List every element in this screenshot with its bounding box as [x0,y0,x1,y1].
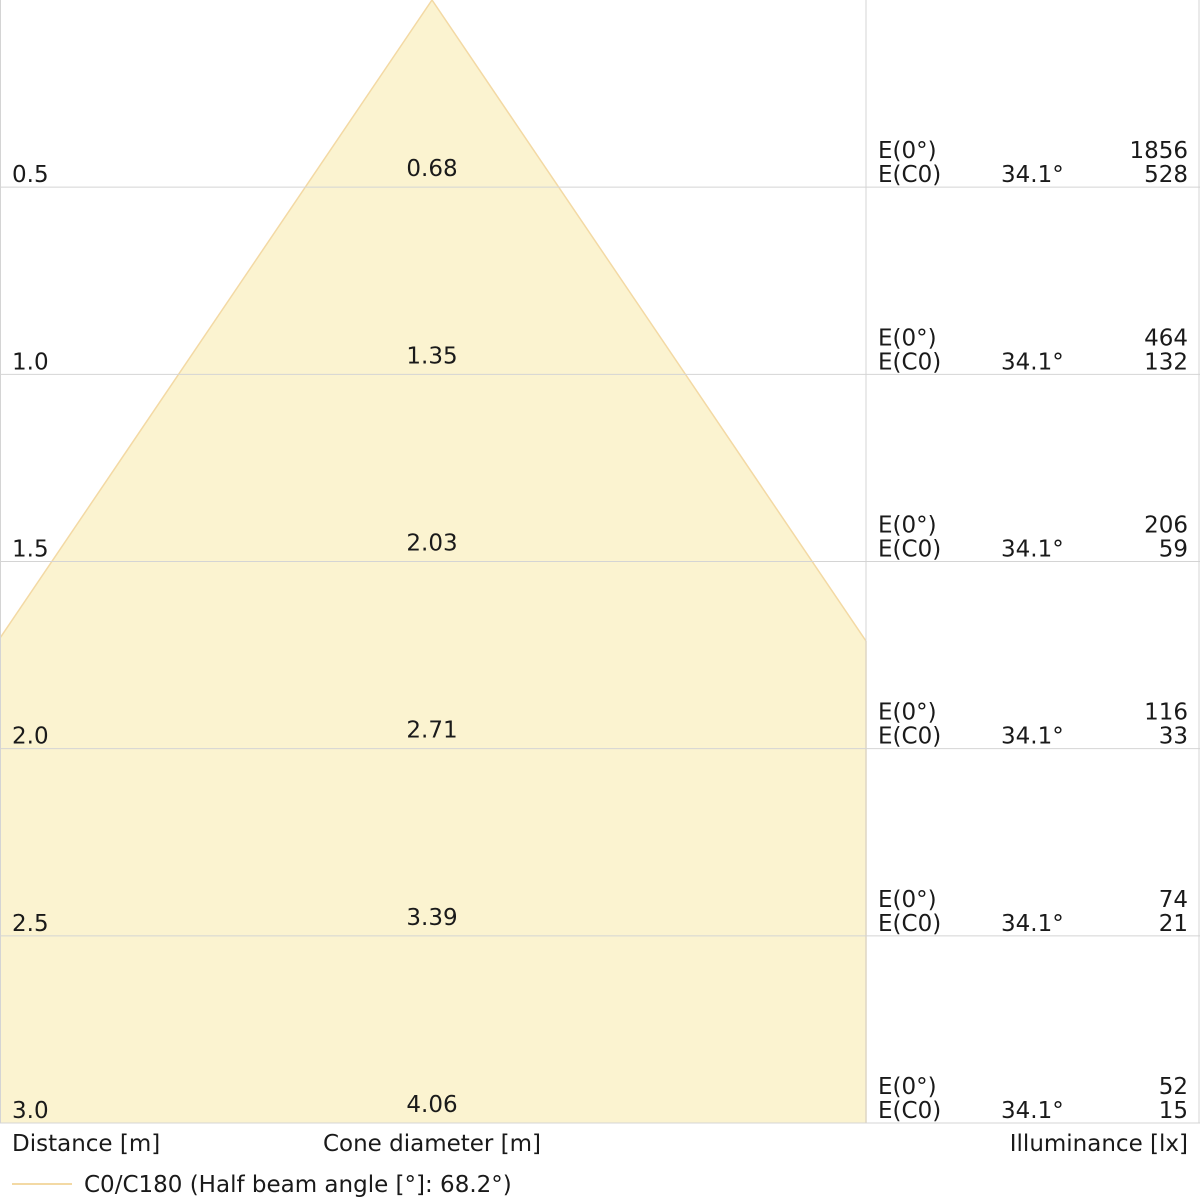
ec0-label: E(C0) [878,911,941,937]
cone-edge-right [431,0,867,642]
e0-label: E(0°) [878,325,937,351]
e0-label: E(0°) [878,887,937,913]
cone-edge-left [0,0,433,639]
distance-tick-label: 0.5 [12,162,49,188]
cone-diameter-axis-label: Cone diameter [m] [323,1131,541,1157]
ec0-value: 15 [1159,1098,1188,1124]
beam-angle-label: 34.1° [1001,1098,1064,1124]
cone-diameter-label: 4.06 [406,1092,457,1118]
distance-tick-label: 3.0 [12,1098,49,1124]
ec0-label: E(C0) [878,724,941,750]
e0-label: E(0°) [878,138,937,164]
distance-tick-label: 2.5 [12,911,49,937]
ec0-value: 132 [1144,349,1188,375]
distance-axis-label: Distance [m] [12,1131,160,1157]
cone-diameter-label: 2.03 [406,531,457,557]
e0-label: E(0°) [878,1074,937,1100]
e0-value: 52 [1159,1074,1188,1100]
distance-tick-label: 2.0 [12,724,49,750]
beam-angle-label: 34.1° [1001,724,1064,750]
beam-angle-label: 34.1° [1001,537,1064,563]
e0-label: E(0°) [878,513,937,539]
grid-layer [0,0,1200,1124]
cone-diameter-label: 3.39 [406,905,457,931]
beam-angle-label: 34.1° [1001,349,1064,375]
cone-diameter-label: 0.68 [406,156,457,182]
beam-angle-label: 34.1° [1001,911,1064,937]
ec0-value: 21 [1159,911,1188,937]
legend-label: C0/C180 (Half beam angle [°]: 68.2°) [84,1172,512,1198]
cone-diameter-label: 2.71 [406,718,457,744]
e0-value: 206 [1144,513,1188,539]
ec0-label: E(C0) [878,349,941,375]
distance-tick-label: 1.5 [12,537,49,563]
ec0-label: E(C0) [878,162,941,188]
e0-value: 464 [1144,325,1188,351]
e0-value: 116 [1144,700,1188,726]
ec0-value: 59 [1159,537,1188,563]
e0-value: 1856 [1129,138,1188,164]
e0-label: E(0°) [878,700,937,726]
illuminance-axis-label: Illuminance [lx] [1010,1131,1188,1157]
ec0-value: 528 [1144,162,1188,188]
cone-diameter-label: 1.35 [406,343,457,369]
ec0-value: 33 [1159,724,1188,750]
e0-value: 74 [1159,887,1188,913]
ec0-label: E(C0) [878,1098,941,1124]
distance-tick-label: 1.0 [12,349,49,375]
beam-angle-label: 34.1° [1001,162,1064,188]
ec0-label: E(C0) [878,537,941,563]
